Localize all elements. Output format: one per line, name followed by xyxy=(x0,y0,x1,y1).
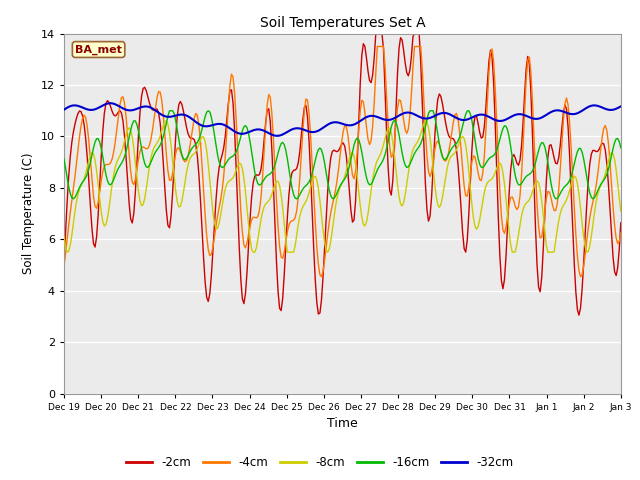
Legend: -2cm, -4cm, -8cm, -16cm, -32cm: -2cm, -4cm, -8cm, -16cm, -32cm xyxy=(122,452,518,474)
X-axis label: Time: Time xyxy=(327,417,358,430)
Title: Soil Temperatures Set A: Soil Temperatures Set A xyxy=(260,16,425,30)
Y-axis label: Soil Temperature (C): Soil Temperature (C) xyxy=(22,153,35,275)
Text: BA_met: BA_met xyxy=(75,44,122,55)
